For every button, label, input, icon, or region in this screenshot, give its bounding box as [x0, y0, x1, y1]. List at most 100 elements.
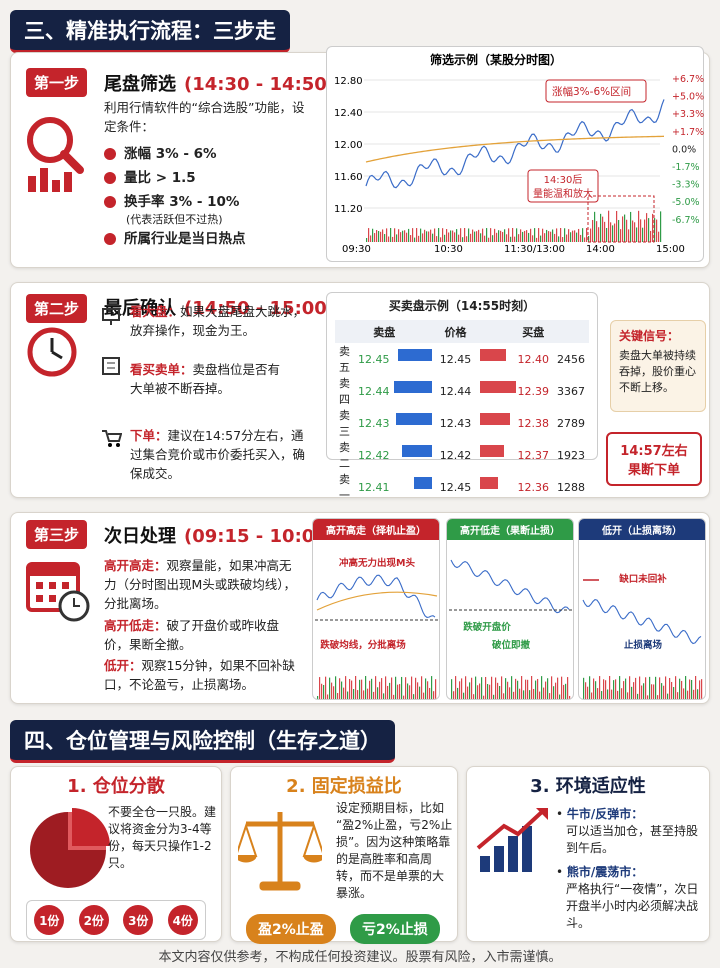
mini-volume — [625, 678, 627, 699]
ask: 12.44 — [354, 375, 434, 407]
mini-volume — [393, 694, 395, 699]
mini-volume — [595, 681, 597, 699]
mini-volume — [583, 677, 585, 699]
mini-title: 高开低走（果断止损） — [447, 519, 573, 540]
bid-price: 12.39 — [517, 384, 550, 398]
mini-volume — [513, 691, 515, 699]
volume-bar — [440, 237, 442, 242]
bid-volume: 1288 — [557, 480, 585, 494]
mini-volume — [363, 690, 365, 699]
ask-bar — [401, 445, 432, 457]
volume-bar — [602, 216, 604, 242]
mini-volume — [619, 676, 621, 699]
volume-bar — [630, 211, 632, 242]
mini-volume — [319, 677, 321, 699]
mini-volume — [697, 689, 699, 699]
time: (14:50 - 15:00) — [184, 298, 336, 319]
item-icons — [102, 308, 122, 447]
y2-tick-label: -1.7% — [672, 162, 700, 173]
volume-bar — [648, 218, 650, 242]
volume-bar — [524, 230, 526, 242]
volume-bar — [436, 236, 438, 242]
mini-volume — [651, 684, 653, 699]
mini-volume — [379, 681, 381, 699]
signal-title: 关键信号： — [619, 329, 680, 343]
mini-volume — [435, 679, 437, 699]
annotation-box — [527, 169, 599, 203]
mini-volume — [527, 679, 529, 699]
volume-bar — [618, 220, 620, 242]
volume-bar — [506, 234, 508, 242]
mini-volume — [385, 676, 387, 699]
bid-bar — [479, 413, 510, 425]
mini-volume — [463, 692, 465, 699]
label: 高开低走： — [104, 618, 167, 633]
bid-volume: 2789 — [557, 416, 585, 430]
level: 卖一 — [339, 473, 350, 502]
mini-volume — [699, 680, 701, 699]
mini-volume — [667, 693, 669, 699]
y-tick-label: 12.40 — [334, 108, 363, 119]
mini-volume — [403, 695, 405, 699]
bid-volume: 1923 — [557, 448, 585, 462]
volume-bar — [520, 229, 522, 242]
volume-bar — [660, 211, 662, 242]
item: 高开低走：破了开盘价或昨收盘价，果断全撤。 — [104, 616, 304, 654]
mini-volume — [505, 678, 507, 699]
volume-bar — [380, 231, 382, 242]
volume-bar — [366, 238, 368, 242]
mini-volume — [491, 676, 493, 699]
volume-bar — [384, 234, 386, 242]
mini-volume — [413, 694, 415, 699]
mini-note: 跌破开盘价 — [463, 621, 511, 633]
conditions: 涨幅 3% - 6% 量比 > 1.5 换手率 3% - 10% (代表活跃但不… — [104, 142, 246, 251]
volume-bar — [650, 230, 652, 242]
mini-volume — [587, 686, 589, 699]
mini-volume — [361, 679, 363, 699]
ask-bar — [397, 349, 432, 361]
volume-bar — [470, 233, 472, 242]
condition: 涨幅 3% - 6% — [104, 142, 246, 166]
mini-title: 低开（止损离场） — [579, 519, 705, 540]
mini-volume — [539, 691, 541, 699]
volume-bar — [592, 219, 594, 242]
mini-volume — [477, 685, 479, 699]
avg-line — [365, 135, 665, 163]
y2-tick-label: 0.0% — [672, 144, 696, 155]
action-box: 14:57左右 果断下单 — [606, 432, 702, 486]
mini-volume — [423, 692, 425, 699]
y2-tick-label: -6.7% — [672, 215, 700, 226]
volume-bar — [370, 235, 372, 242]
mini-volume — [469, 682, 471, 699]
mini-volume — [431, 676, 433, 699]
label: 高开高走： — [104, 558, 167, 573]
mini-volume — [695, 676, 697, 699]
y-tick-label: 12.80 — [334, 76, 363, 87]
volume-bar — [448, 232, 450, 242]
mini-volume — [617, 690, 619, 699]
bid-bar — [479, 349, 506, 361]
volume-bar — [452, 230, 454, 242]
mini-volume — [471, 677, 473, 699]
volume-bar — [634, 222, 636, 242]
note: (代表活跃但不过热) — [126, 213, 223, 226]
title: 尾盘筛选 — [104, 74, 176, 95]
mini-volume — [329, 677, 331, 699]
ask-bar — [413, 477, 432, 489]
chips: 1份 2份 3份 4份 — [26, 900, 206, 940]
mini-volume — [673, 687, 675, 699]
mini-volume — [511, 676, 513, 699]
bid-bar — [479, 381, 516, 393]
mini-volume — [525, 679, 527, 699]
ask-price: 12.45 — [358, 352, 390, 366]
level: 卖三 — [339, 409, 350, 438]
volume-bar — [528, 232, 530, 242]
item: 看大盘：如果大盘尾盘大跳水，放弃操作，现金为王。 — [130, 302, 310, 340]
mini-volume — [401, 676, 403, 699]
mini-volume — [391, 677, 393, 699]
volume-bar — [628, 229, 630, 242]
chip: 3份 — [123, 905, 154, 935]
header-row: 卖盘 价格 买盘 — [335, 320, 589, 343]
search-icon — [27, 117, 84, 192]
mini-volume — [323, 684, 325, 699]
